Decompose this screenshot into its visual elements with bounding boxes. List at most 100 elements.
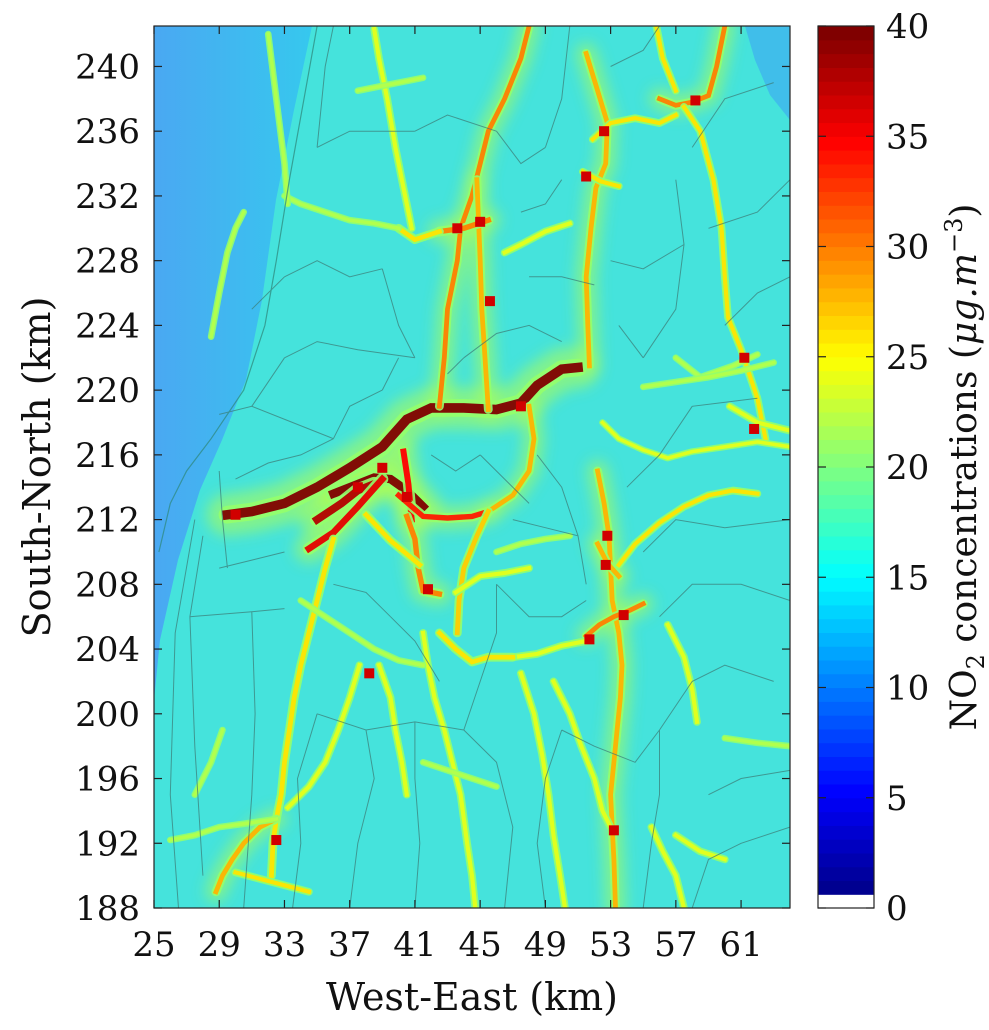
hotspot-cell [452,223,463,234]
colorbar-step [818,770,874,785]
colorbar-step [818,205,874,220]
colorbar-step [818,122,874,137]
road-core [599,419,790,460]
colorbar-step [818,453,874,468]
road-core [232,869,312,895]
hotspot-cell [608,825,619,836]
colorbar-tick-label: 20 [886,448,929,488]
colorbar-tick-label: 40 [886,7,929,47]
y-tick-label: 196 [75,760,140,800]
hotspot-cell [690,95,701,106]
boundary-line [618,325,644,359]
hotspot-cell [401,491,412,502]
hotspot-cell [364,668,375,679]
road-core [168,816,279,843]
colorbar-step [818,163,874,179]
x-tick-label: 45 [459,925,502,965]
y-axis-label: South-North (km) [15,297,59,638]
boundary-line [430,454,481,472]
colorbar-step [818,549,874,565]
boundary-line [659,664,774,731]
colorbar-step [818,329,874,344]
x-tick-label: 33 [263,925,306,965]
y-tick-label: 224 [75,306,140,346]
colorbar-step [818,467,874,482]
colorbar-step [818,274,874,289]
colorbar-step [818,508,874,523]
road-core [355,75,426,93]
colorbar-tick-label: 5 [886,779,908,819]
y-tick-label: 200 [75,695,140,735]
boundary-line [251,357,285,407]
boundary-line [463,729,514,908]
colorbar-label-unit: μg.m [944,253,985,345]
boundary-line [544,26,571,148]
road-core [452,565,532,596]
boundary-line [447,357,465,375]
colorbar-step [818,480,874,496]
boundary-line [332,389,383,439]
y-tick-label: 236 [75,112,140,152]
road-core [664,621,700,725]
colorbar-label-no: NO [944,669,985,730]
ocean-area [154,26,312,700]
road-core [420,760,499,789]
road-core [282,193,401,231]
hotspot-cell [749,423,760,434]
road-core [484,403,537,515]
colorbar-step [818,411,874,427]
colorbar-step [818,191,874,206]
boundary-line [251,276,285,310]
colorbar-step [818,756,874,771]
colorbar-step [818,94,874,110]
road-core [615,488,760,568]
colorbar-step [818,604,874,620]
boundary-line [536,454,587,585]
road-core [510,638,589,660]
colorbar-step [818,563,874,578]
hotspot-cell [484,296,495,307]
x-axis-label: West-East (km) [326,975,618,1019]
colorbar-step [818,287,874,303]
boundary-line [642,179,685,359]
boundary-line [463,584,497,731]
colorbar-step [818,177,874,192]
colorbar-tick-label: 35 [886,117,929,157]
colorbar-step [818,632,874,647]
y-tick-label: 216 [75,436,140,476]
x-tick-label: 57 [654,925,697,965]
colorbar-step [818,67,874,82]
road-core [722,736,790,749]
colorbar-label-sub: 2 [962,654,989,669]
road-core [266,32,290,206]
boundary-line [316,26,334,148]
colorbar-step [818,384,874,399]
colorbar-step [818,687,874,702]
x-tick-label: 37 [328,925,371,965]
road-core [648,824,687,908]
boundary-line [284,260,383,278]
colorbar-step [818,535,874,551]
hotspot-cell [377,462,388,473]
coastline [158,26,318,553]
colorbar-step [818,659,874,675]
road-core [395,224,443,243]
hotspot-cell [515,401,526,412]
boundary-line [189,535,204,876]
boundary-line [691,826,790,908]
road-core [284,662,363,811]
y-tick-label: 204 [75,630,140,670]
boundary-line [520,179,563,213]
x-axis-ticks: 25 29 33 37 41 45 49 53 57 61 [132,26,763,965]
boundary-line [219,551,285,569]
colorbar-step [818,53,874,68]
hotspot-cell [352,482,363,493]
road-core [550,678,614,830]
colorbar-step [818,370,874,385]
boundary-line [381,268,416,359]
colorbar-label-sup: −3 [940,218,968,253]
colorbar-step [818,591,874,606]
y-tick-label: 232 [75,177,140,217]
colorbar-step [818,425,874,441]
colorbar-step [818,825,874,840]
